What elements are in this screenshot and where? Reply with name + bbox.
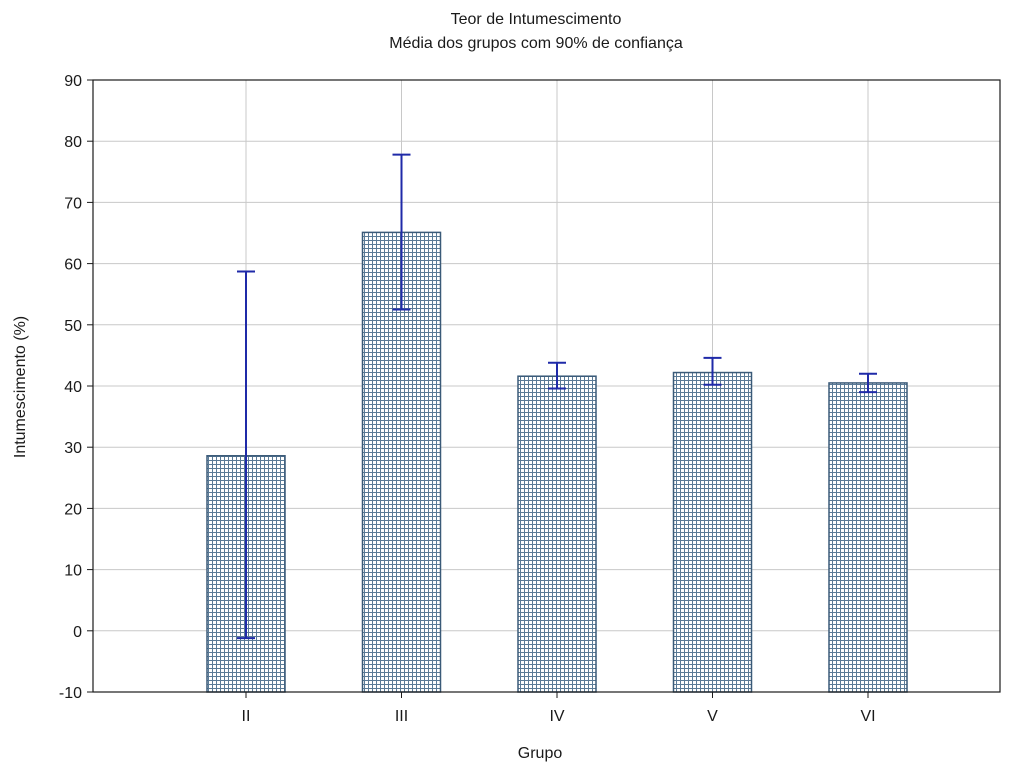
x-axis-ticks: II III IV V VI [242, 692, 876, 725]
x-tick-label: III [395, 708, 408, 725]
chart-subtitle: Média dos grupos com 90% de confiança [389, 35, 683, 52]
y-tick-label: 30 [64, 440, 82, 457]
y-tick-label: 70 [64, 195, 82, 212]
y-axis-ticks: -10 0 10 20 30 40 50 60 70 80 90 [59, 73, 93, 702]
y-tick-label: 60 [64, 257, 82, 274]
x-axis-label: Grupo [518, 745, 563, 762]
y-tick-label: 90 [64, 73, 82, 90]
y-tick-label: 10 [64, 563, 82, 580]
y-tick-label: 80 [64, 134, 82, 151]
x-tick-label: II [242, 708, 251, 725]
x-tick-label: IV [549, 708, 564, 725]
bar-V [672, 371, 753, 693]
y-tick-label: 0 [73, 624, 82, 641]
x-tick-label: VI [860, 708, 875, 725]
bar-VI [828, 382, 908, 693]
x-tick-label: V [707, 708, 718, 725]
y-tick-label: 50 [64, 318, 82, 335]
y-tick-label: 20 [64, 501, 82, 518]
y-axis-label: Intumescimento (%) [12, 316, 29, 458]
y-tick-label: -10 [59, 685, 82, 702]
bar-IV [517, 375, 597, 693]
y-tick-label: 40 [64, 379, 82, 396]
error-bars [237, 153, 877, 640]
chart-title: Teor de Intumescimento [451, 11, 622, 28]
